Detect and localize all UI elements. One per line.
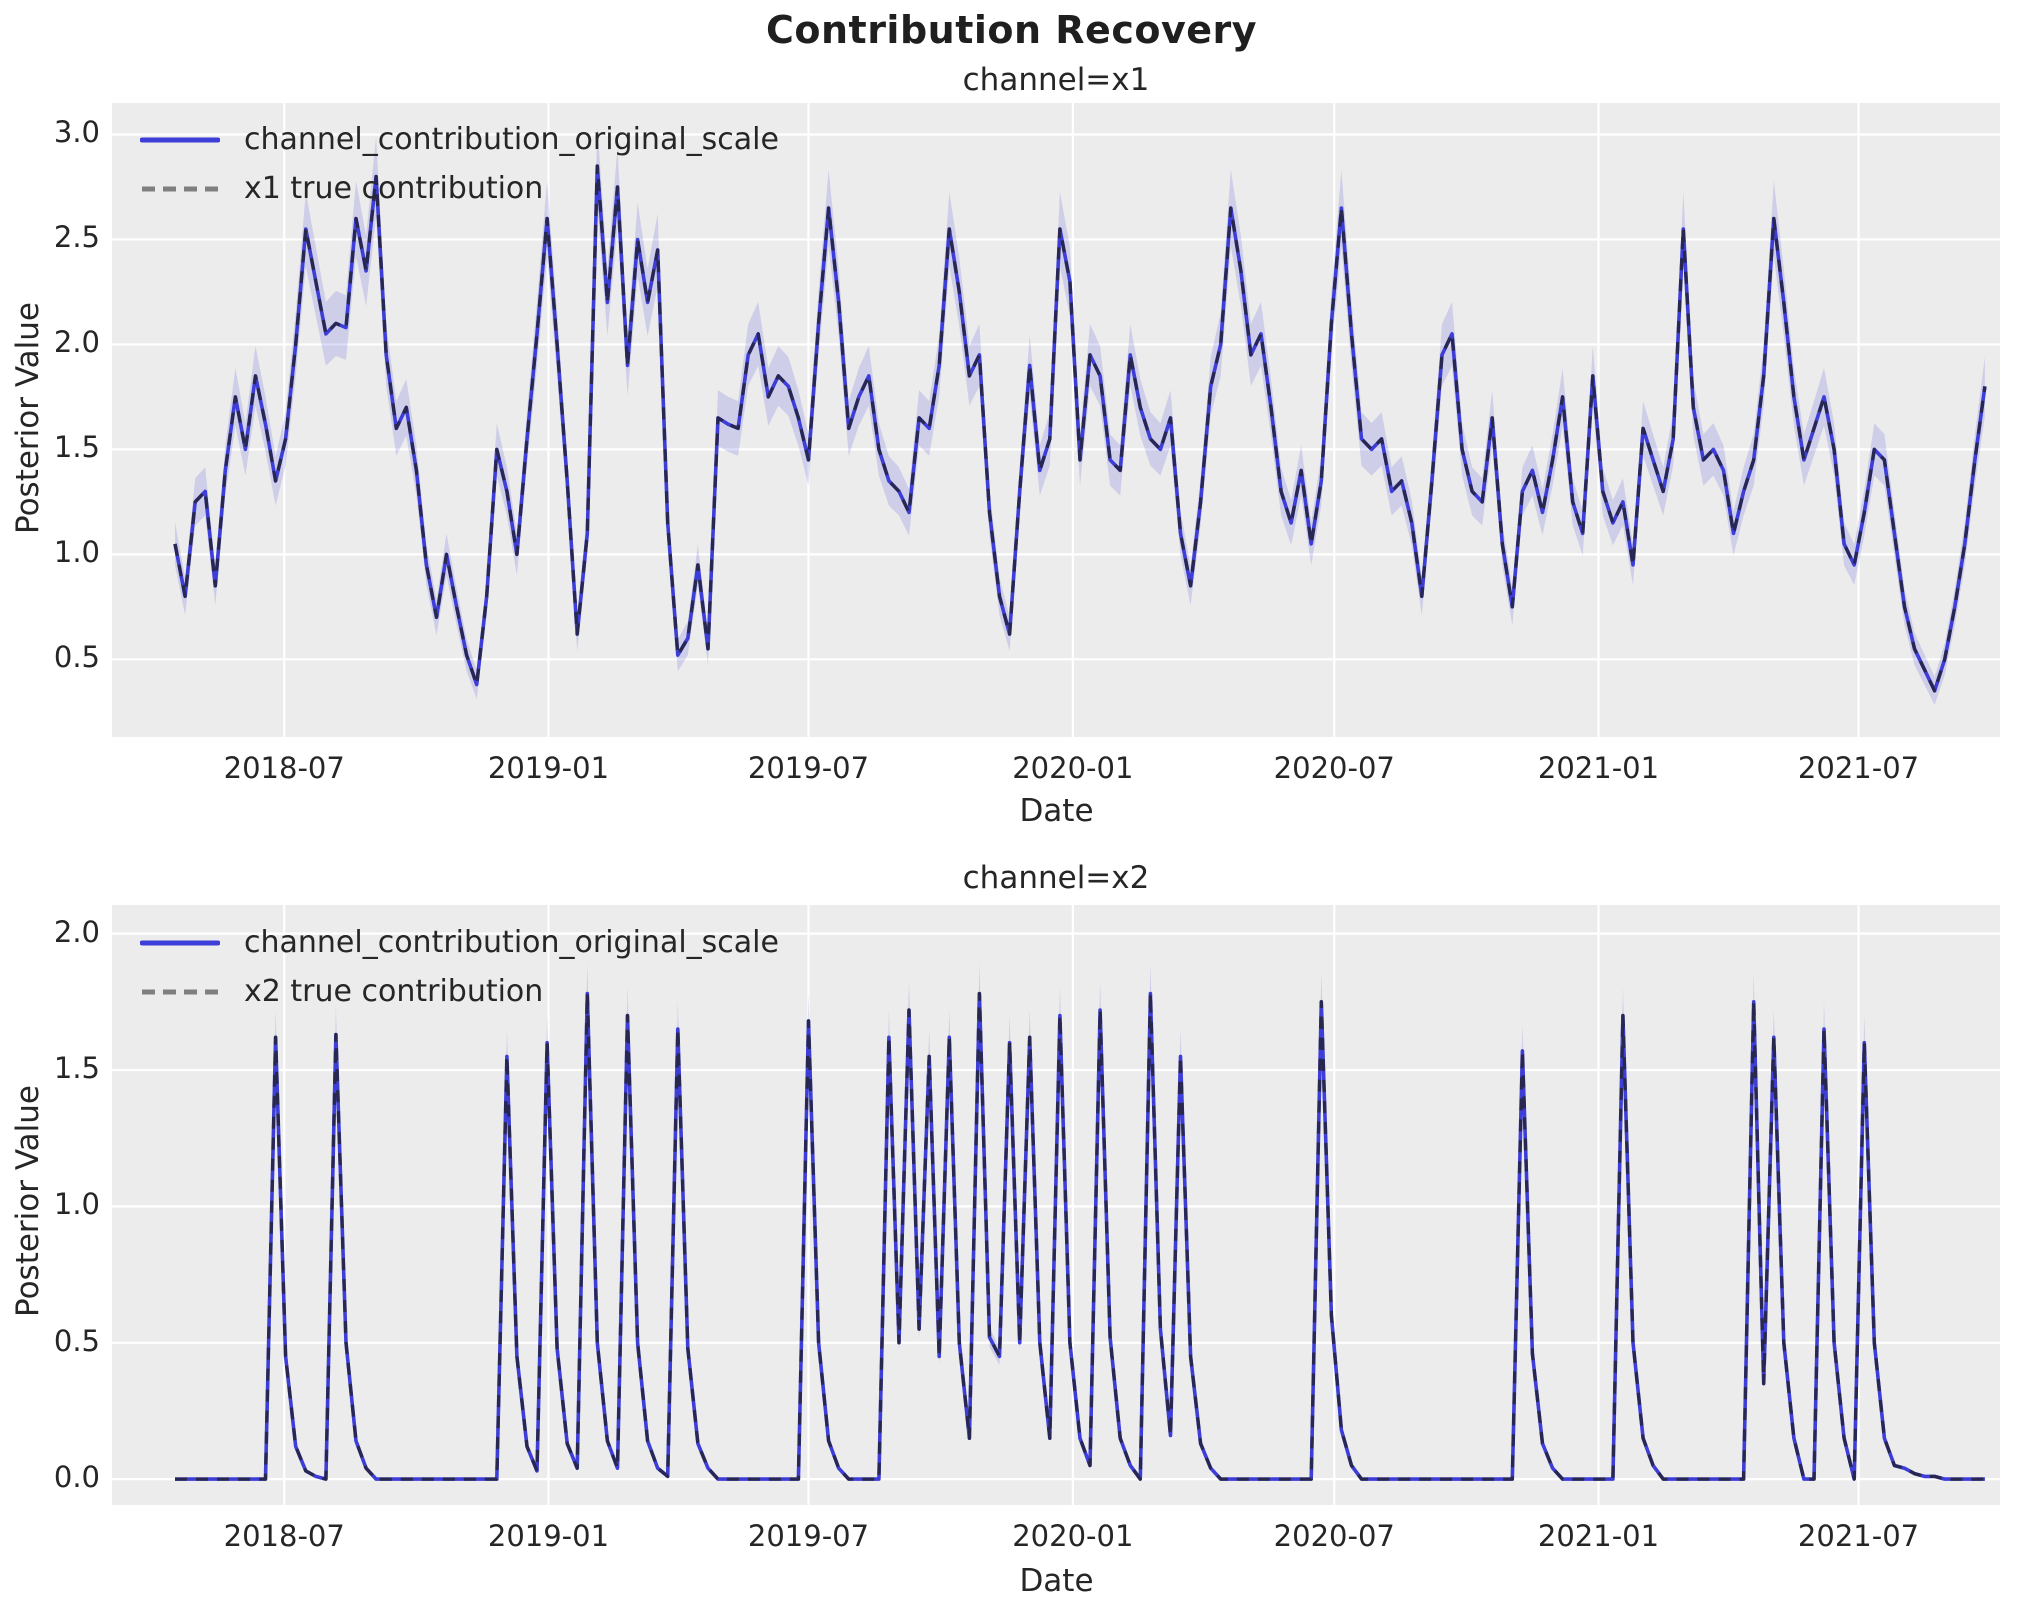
x2-y-tick-label: 0.5	[53, 1323, 100, 1358]
subplot-x1-xlabel: Date	[1019, 793, 1094, 829]
subplot-x1-title: channel=x1	[962, 62, 1150, 98]
solid-line-swatch	[140, 137, 220, 142]
legend-item-label: x1 true contribution	[244, 171, 544, 206]
legend-item-true: x2 true contribution	[140, 974, 779, 1009]
legend-item-posterior: channel_contribution_original_scale	[140, 925, 779, 960]
x1-x-tick-label: 2019-07	[747, 751, 870, 785]
x2-x-tick-label: 2021-07	[1797, 1519, 1920, 1553]
x1-true-contribution-line	[173, 164, 1987, 693]
x2-y-tick-label: 2.0	[53, 914, 100, 949]
x1-x-tick-label: 2021-07	[1797, 751, 1920, 785]
x1-x-tick-label: 2020-07	[1273, 751, 1395, 785]
legend-item-label: channel_contribution_original_scale	[244, 122, 779, 157]
dashed-line-swatch	[142, 989, 218, 994]
x1-x-tick-label: 2020-01	[1012, 751, 1134, 785]
x2-x-tick-label: 2020-07	[1273, 1519, 1395, 1553]
x2-x-tick-label: 2021-01	[1537, 1519, 1660, 1553]
x1-x-tick-label: 2018-07	[223, 751, 345, 785]
x1-axes-background	[112, 103, 2000, 737]
x2-x-tick-label: 2020-01	[1012, 1519, 1134, 1553]
x2-x-tick-label: 2018-07	[223, 1519, 345, 1553]
x1-y-tick-label: 2.5	[53, 220, 100, 255]
x2-y-tick-label: 1.5	[53, 1051, 100, 1085]
x2-true-contribution-line	[175, 991, 1985, 1481]
x1-y-tick-label: 0.5	[53, 640, 100, 675]
x2-x-tick-label: 2019-07	[747, 1519, 870, 1553]
figure-title: Contribution Recovery	[765, 8, 1258, 52]
x1-x-tick-label: 2021-01	[1537, 751, 1660, 785]
x2-x-tick-label: 2019-01	[487, 1519, 610, 1553]
x1-y-tick-label: 3.0	[53, 115, 100, 150]
dashed-line-swatch	[142, 186, 218, 191]
x1-y-tick-label: 1.0	[53, 535, 100, 570]
x1-y-tick-label: 1.5	[53, 430, 100, 465]
subplot-x2-xlabel: Date	[1019, 1563, 1094, 1599]
legend-item-label: channel_contribution_original_scale	[244, 925, 779, 960]
legend-item-label: x2 true contribution	[244, 974, 544, 1009]
x2-y-tick-label: 1.0	[53, 1187, 100, 1222]
solid-line-swatch	[140, 940, 220, 945]
subplot-x2-legend: channel_contribution_original_scale x2 t…	[140, 925, 779, 1009]
x2-y-tick-label: 0.0	[53, 1460, 100, 1495]
subplot-x1-legend: channel_contribution_original_scale x1 t…	[140, 122, 779, 206]
x1-credible-band	[175, 125, 1985, 706]
legend-item-true: x1 true contribution	[140, 171, 779, 206]
x1-y-tick-label: 2.0	[53, 325, 100, 360]
legend-item-posterior: channel_contribution_original_scale	[140, 122, 779, 157]
subplot-x2-title: channel=x2	[962, 860, 1150, 896]
x1-x-tick-label: 2019-01	[487, 751, 610, 785]
